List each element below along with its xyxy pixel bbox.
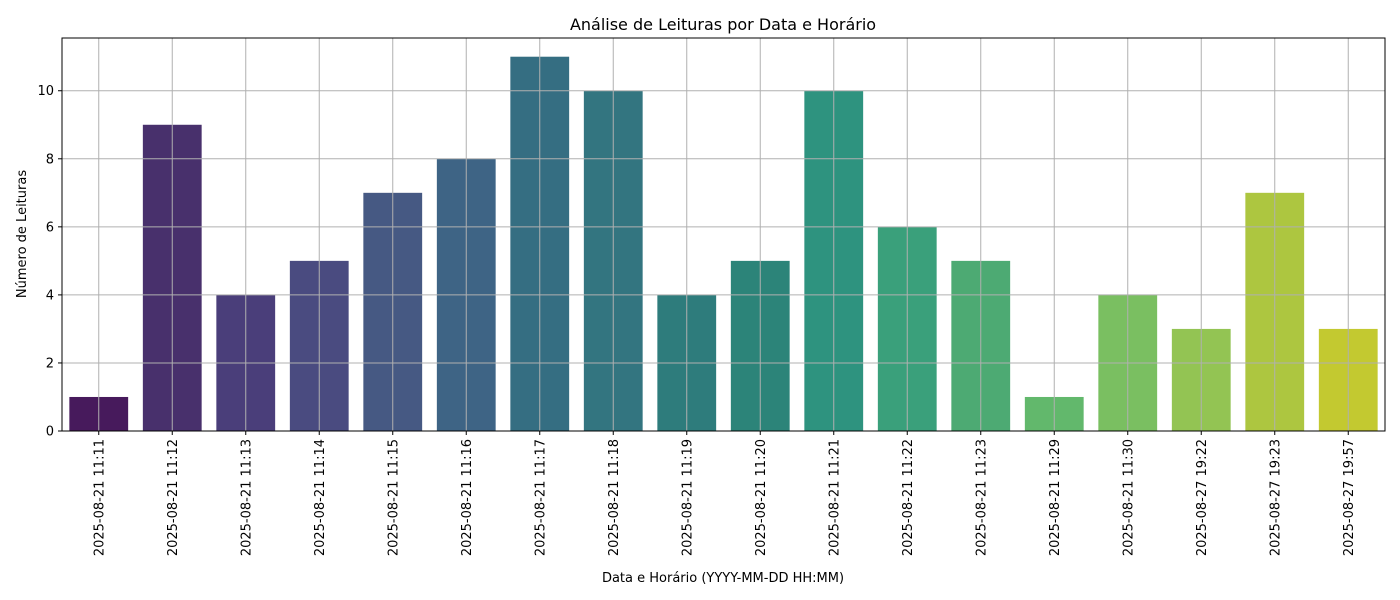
- x-tick-label: 2025-08-21 11:16: [460, 439, 475, 556]
- x-tick-label: 2025-08-21 11:22: [901, 439, 916, 556]
- axes: [61, 37, 1386, 432]
- y-tick-label: 4: [46, 288, 54, 303]
- chart-title: Análise de Leituras por Data e Horário: [570, 15, 876, 34]
- tick-labels: 0 2 4 6 8 10 2025-08-21 11:11 2025-08-21 11:12 2…: [37, 84, 1356, 556]
- x-tick-label: 2025-08-21 11:17: [533, 439, 548, 556]
- y-tick-label: 8: [46, 152, 54, 167]
- x-axis-label: Data e Horário (YYYY-MM-DD HH:MM): [602, 571, 844, 586]
- y-axis-label: Número de Leituras: [15, 170, 30, 298]
- grid-lines: [62, 38, 1385, 432]
- y-tick-label: 10: [37, 84, 54, 99]
- x-tick-label: 2025-08-27 19:23: [1268, 439, 1283, 556]
- x-tick-label: 2025-08-21 11:15: [386, 439, 401, 556]
- x-tick-label: 2025-08-21 11:18: [607, 439, 622, 556]
- y-tick-label: 0: [46, 425, 54, 440]
- x-tick-label: 2025-08-21 11:13: [239, 439, 254, 556]
- x-tick-label: 2025-08-21 11:12: [166, 439, 181, 556]
- x-tick-label: 2025-08-27 19:57: [1342, 439, 1357, 556]
- x-tick-label: 2025-08-21 11:21: [827, 439, 842, 556]
- x-tick-label: 2025-08-21 11:11: [92, 439, 107, 556]
- x-tick-label: 2025-08-21 11:29: [1048, 439, 1063, 556]
- x-tick-label: 2025-08-21 11:14: [313, 439, 328, 556]
- x-tick-label: 2025-08-21 11:23: [974, 439, 989, 556]
- x-tick-label: 2025-08-21 11:30: [1121, 439, 1136, 556]
- x-tick-label: 2025-08-21 11:19: [680, 439, 695, 556]
- y-tick-label: 2: [46, 356, 54, 371]
- x-tick-label: 2025-08-27 19:22: [1195, 439, 1210, 556]
- bars: [69, 56, 1378, 432]
- x-tick-label: 2025-08-21 11:20: [754, 439, 769, 556]
- plot-frame: [61, 37, 1386, 432]
- y-tick-label: 6: [46, 220, 54, 235]
